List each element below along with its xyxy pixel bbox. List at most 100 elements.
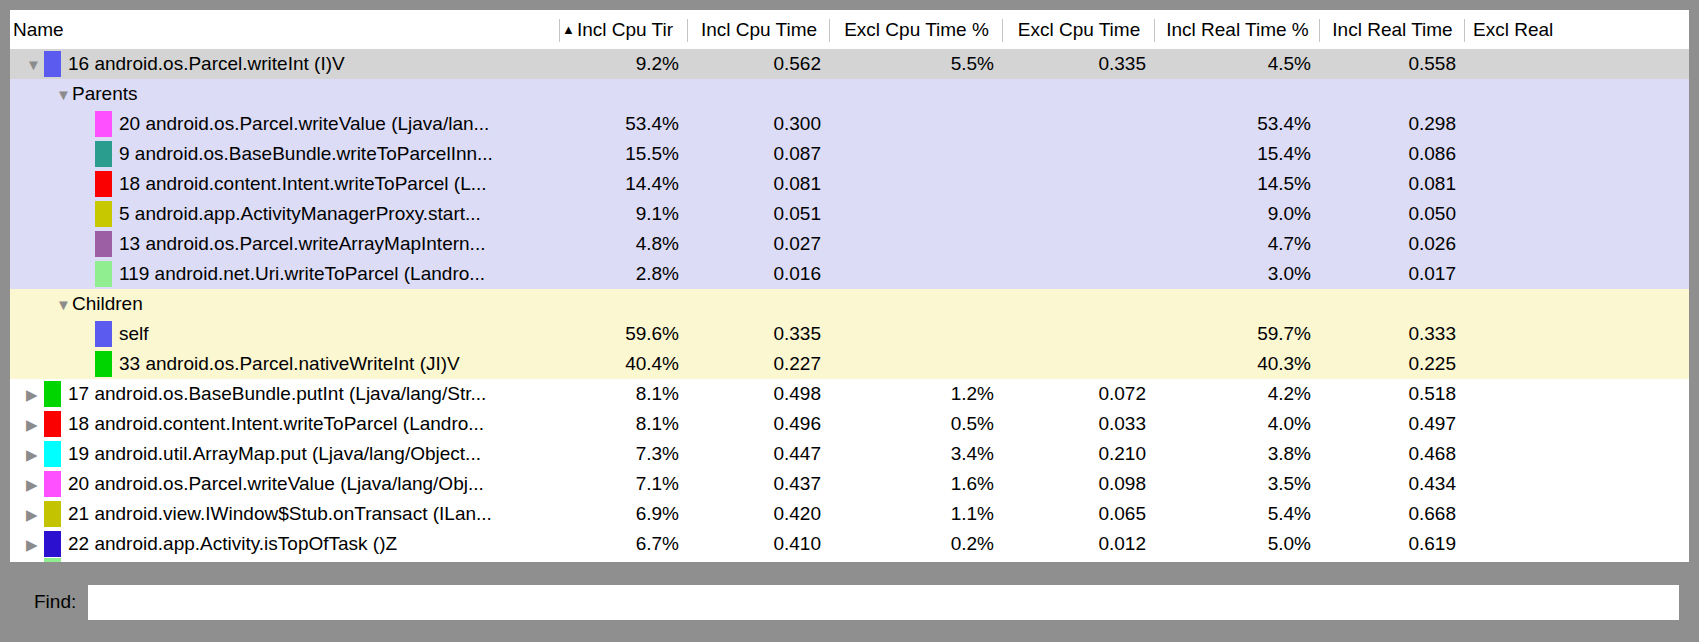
expand-triangle-icon[interactable]: ▶: [26, 477, 42, 492]
value-cell: 0.210: [1003, 443, 1155, 465]
method-name: 20 android.os.Parcel.writeValue (Ljava/l…: [68, 473, 484, 495]
column-header-label: Excl Cpu Time: [1018, 19, 1140, 41]
value-cell: 0.298: [1320, 113, 1465, 135]
name-cell: 119 android.net.Uri.writeToParcel (Landr…: [10, 259, 560, 289]
column-header-excl-cpu-time-[interactable]: Excl Cpu Time %: [830, 10, 1003, 49]
column-header-name[interactable]: Name: [10, 10, 560, 49]
method-name: 13 android.os.Parcel.writeArrayMapIntern…: [119, 233, 485, 255]
value-cell: 9.0%: [1155, 203, 1320, 225]
find-input[interactable]: [88, 585, 1679, 620]
column-header-incl-real-time-[interactable]: Incl Real Time %: [1155, 10, 1320, 49]
table-row[interactable]: 20 android.os.Parcel.writeValue (Ljava/l…: [10, 109, 1689, 139]
value-cell: 1.1%: [830, 503, 1003, 525]
method-name: 22 android.app.Activity.isTopOfTask ()Z: [68, 533, 397, 555]
expand-triangle-icon[interactable]: ▶: [26, 507, 42, 522]
color-chip: [95, 261, 112, 287]
collapse-triangle-icon[interactable]: ▼: [56, 87, 72, 102]
table-row[interactable]: ▶ 22 android.app.Activity.isTopOfTask ()Z…: [10, 529, 1689, 559]
name-cell: ▼Children: [10, 289, 560, 319]
column-header-label: Incl Cpu Tir: [577, 19, 673, 41]
value-cell: 0.300: [688, 113, 830, 135]
value-cell: 7.1%: [560, 473, 688, 495]
color-chip: [95, 171, 112, 197]
table-row[interactable]: 119 android.net.Uri.writeToParcel (Landr…: [10, 259, 1689, 289]
value-cell: 14.5%: [1155, 173, 1320, 195]
sort-asc-icon: ▲: [562, 23, 575, 36]
table-row[interactable]: ▶21 android.view.IWindow$Stub.onTransact…: [10, 499, 1689, 529]
value-cell: 0.033: [1003, 413, 1155, 435]
value-cell: 0.2%: [830, 533, 1003, 555]
value-cell: 1.6%: [830, 473, 1003, 495]
color-chip: [44, 531, 61, 557]
value-cell: 4.7%: [1155, 233, 1320, 255]
method-name: 20 android.os.Parcel.writeValue (Ljava/l…: [119, 113, 489, 135]
value-cell: 0.026: [1320, 233, 1465, 255]
value-cell: 0.335: [688, 323, 830, 345]
value-cell: 0.081: [688, 173, 830, 195]
section-row[interactable]: ▼Children: [10, 289, 1689, 319]
table-row[interactable]: self59.6%0.33559.7%0.333: [10, 319, 1689, 349]
value-cell: 14.4%: [560, 173, 688, 195]
column-header-incl-real-time[interactable]: Incl Real Time: [1320, 10, 1465, 49]
name-cell: 5 android.app.ActivityManagerProxy.start…: [10, 199, 560, 229]
color-chip: [44, 441, 61, 467]
value-cell: 4.0%: [1155, 413, 1320, 435]
table-row[interactable]: ▶19 android.util.ArrayMap.put (Ljava/lan…: [10, 439, 1689, 469]
table-body: ▼16 android.os.Parcel.writeInt (I)V9.2%0…: [10, 49, 1689, 559]
value-cell: 0.333: [1320, 323, 1465, 345]
name-cell: ▶ 18 android.content.Intent.writeToParcel…: [10, 409, 560, 439]
value-cell: 6.9%: [560, 503, 688, 525]
table-row[interactable]: 13 android.os.Parcel.writeArrayMapIntern…: [10, 229, 1689, 259]
table-row[interactable]: 33 android.os.Parcel.nativeWriteInt (JI)…: [10, 349, 1689, 379]
column-header-incl-cpu-tir[interactable]: ▲Incl Cpu Tir: [560, 10, 688, 49]
value-cell: 15.4%: [1155, 143, 1320, 165]
value-cell: 0.420: [688, 503, 830, 525]
name-cell: 33 android.os.Parcel.nativeWriteInt (JI)…: [10, 349, 560, 379]
value-cell: 3.0%: [1155, 263, 1320, 285]
method-name: 16 android.os.Parcel.writeInt (I)V: [68, 53, 345, 75]
value-cell: 7.3%: [560, 443, 688, 465]
expand-triangle-icon[interactable]: ▶: [26, 417, 42, 432]
table-row[interactable]: ▶ 18 android.content.Intent.writeToParcel…: [10, 409, 1689, 439]
column-header-label: Incl Real Time: [1332, 19, 1452, 41]
table-row[interactable]: 9 android.os.BaseBundle.writeToParcelInn…: [10, 139, 1689, 169]
value-cell: 15.5%: [560, 143, 688, 165]
table-row[interactable]: 5 android.app.ActivityManagerProxy.start…: [10, 199, 1689, 229]
method-name: 18 android.content.Intent.writeToParcel …: [68, 413, 484, 435]
collapse-triangle-icon[interactable]: ▼: [56, 297, 72, 312]
column-header-excl-cpu-time[interactable]: Excl Cpu Time: [1003, 10, 1155, 49]
color-chip: [95, 201, 112, 227]
collapse-triangle-icon[interactable]: ▼: [26, 57, 42, 72]
partial-row-color-chip: [44, 558, 61, 562]
color-chip: [95, 321, 112, 347]
value-cell: 0.065: [1003, 503, 1155, 525]
table-row[interactable]: ▶ 20 android.os.Parcel.writeValue (Ljava/…: [10, 469, 1689, 499]
expand-triangle-icon[interactable]: ▶: [26, 537, 42, 552]
name-cell: ▶19 android.util.ArrayMap.put (Ljava/lan…: [10, 439, 560, 469]
value-cell: 0.012: [1003, 533, 1155, 555]
value-cell: 2.8%: [560, 263, 688, 285]
expand-triangle-icon[interactable]: ▶: [26, 387, 42, 402]
value-cell: 3.5%: [1155, 473, 1320, 495]
value-cell: 0.498: [688, 383, 830, 405]
color-chip: [44, 501, 61, 527]
value-cell: 0.087: [688, 143, 830, 165]
color-chip: [44, 381, 61, 407]
value-cell: 3.4%: [830, 443, 1003, 465]
column-header-excl-real[interactable]: Excl Real: [1465, 10, 1689, 49]
value-cell: 4.5%: [1155, 53, 1320, 75]
value-cell: 0.050: [1320, 203, 1465, 225]
value-cell: 3.8%: [1155, 443, 1320, 465]
table-row[interactable]: ▼16 android.os.Parcel.writeInt (I)V9.2%0…: [10, 49, 1689, 79]
value-cell: 0.434: [1320, 473, 1465, 495]
value-cell: 0.619: [1320, 533, 1465, 555]
value-cell: 0.227: [688, 353, 830, 375]
table-row[interactable]: 18 android.content.Intent.writeToParcel …: [10, 169, 1689, 199]
table-row[interactable]: ▶17 android.os.BaseBundle.putInt (Ljava/…: [10, 379, 1689, 409]
section-row[interactable]: ▼Parents: [10, 79, 1689, 109]
expand-triangle-icon[interactable]: ▶: [26, 447, 42, 462]
column-header-incl-cpu-time[interactable]: Incl Cpu Time: [688, 10, 830, 49]
column-header-label: Name: [13, 19, 64, 41]
value-cell: 53.4%: [1155, 113, 1320, 135]
name-cell: ▶ 22 android.app.Activity.isTopOfTask ()Z: [10, 529, 560, 559]
